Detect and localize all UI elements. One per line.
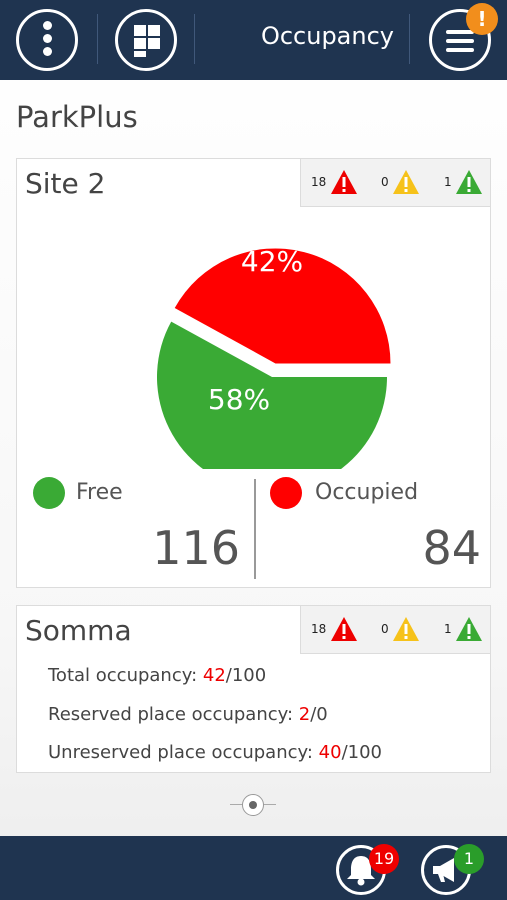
free-legend-dot <box>33 477 65 509</box>
total-occupancy-row: Total occupancy: 42/100 <box>48 665 267 686</box>
site-alerts: 18 0 1 <box>300 159 490 207</box>
yellow-warning-icon <box>393 617 420 641</box>
top-bar: Occupancy ! <box>0 0 507 80</box>
legend-divider <box>254 479 256 579</box>
notifications-badge: 19 <box>369 844 399 874</box>
red-alert-count[interactable]: 18 <box>311 616 358 642</box>
page-indicator-dot[interactable] <box>242 794 264 816</box>
green-warning-icon <box>456 170 483 194</box>
pie-slice-free <box>157 321 387 469</box>
site-card: Site 2 18 0 1 42% 58% Free 116 Occupied … <box>16 158 491 588</box>
unreserved-occupancy-row: Unreserved place occupancy: 40/100 <box>48 742 382 763</box>
summary-alerts: 18 0 1 <box>300 606 490 654</box>
free-count: 116 <box>152 521 240 575</box>
occupied-count: 84 <box>422 521 481 575</box>
summary-title: Somma <box>25 614 132 647</box>
free-label: Free <box>76 480 123 505</box>
red-alert-count[interactable]: 18 <box>311 169 358 195</box>
occupancy-pie-chart: 42% 58% <box>157 245 391 469</box>
red-warning-icon <box>331 170 358 194</box>
vertical-dots-icon <box>43 21 52 60</box>
pie-label-occupied: 42% <box>241 245 303 278</box>
header-separator <box>409 14 410 64</box>
yellow-warning-icon <box>393 170 420 194</box>
reserved-occupancy-row: Reserved place occupancy: 2/0 <box>48 704 328 725</box>
occupied-label: Occupied <box>315 480 419 505</box>
red-warning-icon <box>331 617 358 641</box>
green-alert-count[interactable]: 1 <box>444 169 483 195</box>
app-title: ParkPlus <box>16 100 138 134</box>
green-warning-icon <box>456 617 483 641</box>
pie-slice-occupied <box>174 248 391 364</box>
yellow-alert-count[interactable]: 0 <box>381 616 420 642</box>
site-title: Site 2 <box>25 167 106 200</box>
pie-label-free: 58% <box>208 383 270 416</box>
more-options-button[interactable] <box>16 9 78 71</box>
menu-alert-badge: ! <box>466 3 498 35</box>
green-alert-count[interactable]: 1 <box>444 616 483 642</box>
sites-grid-button[interactable] <box>115 9 177 71</box>
header-separator <box>97 14 98 64</box>
page-title: Occupancy <box>260 22 394 50</box>
announcements-badge: 1 <box>454 844 484 874</box>
yellow-alert-count[interactable]: 0 <box>381 169 420 195</box>
bottom-bar: 19 1 <box>0 836 507 900</box>
header-separator <box>194 14 195 64</box>
occupied-legend-dot <box>270 477 302 509</box>
megaphone-icon <box>433 858 454 882</box>
summary-card: Somma 18 0 1 Total occupancy: 42/100 Res… <box>16 605 491 773</box>
bell-icon <box>347 856 375 886</box>
hamburger-menu-button[interactable] <box>429 9 491 71</box>
